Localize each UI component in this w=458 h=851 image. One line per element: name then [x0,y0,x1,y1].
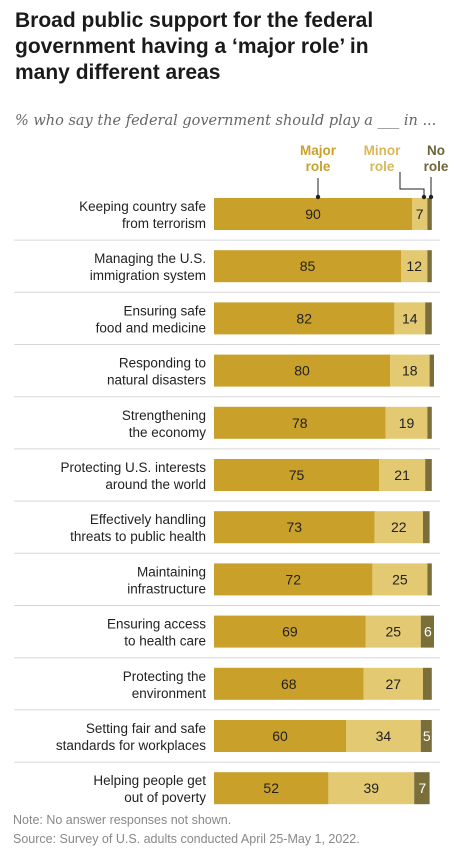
category-label: Keeping country safe from terrorism [79,199,206,231]
category-label: Helping people get out of poverty [93,773,206,805]
bar-segment-minor-role [390,354,430,387]
value-label-minor-role: 12 [406,258,422,274]
category-label: Responding to natural disasters [107,356,206,388]
category-label: Maintaining infrastructure [127,564,206,596]
category-label: Effectively handling threats to public he… [70,512,206,544]
category-label: Protecting U.S. interests around the worl… [60,460,206,492]
bar-segment-minor-role [379,459,426,491]
value-label-major-role: 78 [292,415,308,431]
bar-segment-major-role [214,511,375,544]
chart-subtitle: % who say the federal government should … [15,113,437,129]
value-label-minor-role: 25 [392,571,408,587]
category-label: Protecting the environment [123,669,207,701]
bar-segment-major-role [214,772,329,805]
source-note: Source: Survey of U.S. adults conducted … [13,832,360,846]
bar-segment-no-role [420,720,432,752]
bar-segment-minor-role [365,615,421,648]
bar-segment-minor-role [412,198,428,230]
legend-label-major-role: Major role [300,143,337,174]
bar-segment-no-role [423,667,432,700]
bar-segment-no-role [429,354,434,387]
bar-segment-minor-role [346,720,421,752]
category-label: Ensuring access to health care [107,617,206,649]
bar-segment-no-role [414,772,430,805]
bar-segment-minor-role [374,511,423,544]
category-label: Setting fair and safe standards for workp… [56,721,206,753]
bar-segment-minor-role [401,250,428,283]
value-label-minor-role: 7 [416,206,424,222]
value-label-major-role: 69 [282,624,298,640]
value-label-major-role: 73 [287,519,303,535]
value-label-minor-role: 34 [376,728,392,744]
bar-segment-major-role [214,615,366,648]
chart-title: Broad public support for the federal gov… [15,9,374,84]
value-label-minor-role: 27 [386,676,402,692]
bar-segment-no-role [427,198,432,230]
value-label-minor-role: 25 [386,624,402,640]
value-label-no-role: 6 [424,624,432,640]
bar-segment-major-role [214,302,395,335]
legend-leader-minor [399,172,425,196]
legend-label-no-role: No role [424,143,449,174]
category-label: Strengthening the economy [122,408,206,440]
bar-segment-minor-role [328,772,415,805]
value-label-no-role: 7 [419,780,427,796]
value-label-major-role: 68 [281,676,297,692]
value-label-major-role: 90 [305,206,321,222]
value-label-no-role: 5 [423,728,431,744]
bar-segment-major-role [214,720,346,752]
bar-segment-no-role [425,459,432,491]
bar-segment-no-role [423,511,430,544]
legend-dot-minor [421,194,427,200]
bar-segment-no-role [420,615,434,648]
value-label-major-role: 82 [296,310,312,326]
value-label-minor-role: 18 [402,363,418,379]
bar-segment-no-role [427,563,432,596]
value-label-major-role: 75 [289,467,305,483]
value-label-minor-role: 22 [391,519,407,535]
bar-segment-major-role [214,250,401,283]
legend-dot-none [428,194,434,200]
bar-segment-major-role [214,198,412,230]
value-label-major-role: 60 [272,728,288,744]
bar-segment-minor-role [372,563,428,596]
legend-dot-major [315,194,321,200]
bar-segment-major-role [214,459,379,491]
value-label-major-role: 72 [285,571,301,587]
bar-segment-major-role [214,406,386,439]
value-label-minor-role: 21 [394,467,410,483]
value-label-major-role: 85 [300,258,316,274]
bar-segment-major-role [214,354,390,387]
bar-segment-no-role [427,250,432,283]
category-label: Managing the U.S. immigration system [90,251,206,283]
bar-segment-minor-role [363,667,423,700]
value-label-major-role: 80 [294,363,310,379]
footnote: Note: No answer responses not shown. [13,813,232,827]
bar-segment-no-role [427,406,432,439]
value-label-minor-role: 39 [364,780,380,796]
bar-segment-minor-role [385,406,428,439]
value-label-major-role: 52 [263,780,279,796]
value-label-minor-role: 19 [399,415,415,431]
bar-segment-no-role [425,302,432,335]
value-label-minor-role: 14 [402,310,418,326]
legend-label-minor-role: Minor role [364,143,401,174]
bar-segment-major-role [214,667,364,700]
bar-segment-major-role [214,563,373,596]
category-label: Ensuring safe food and medicine [96,303,206,335]
bar-segment-minor-role [394,302,426,335]
